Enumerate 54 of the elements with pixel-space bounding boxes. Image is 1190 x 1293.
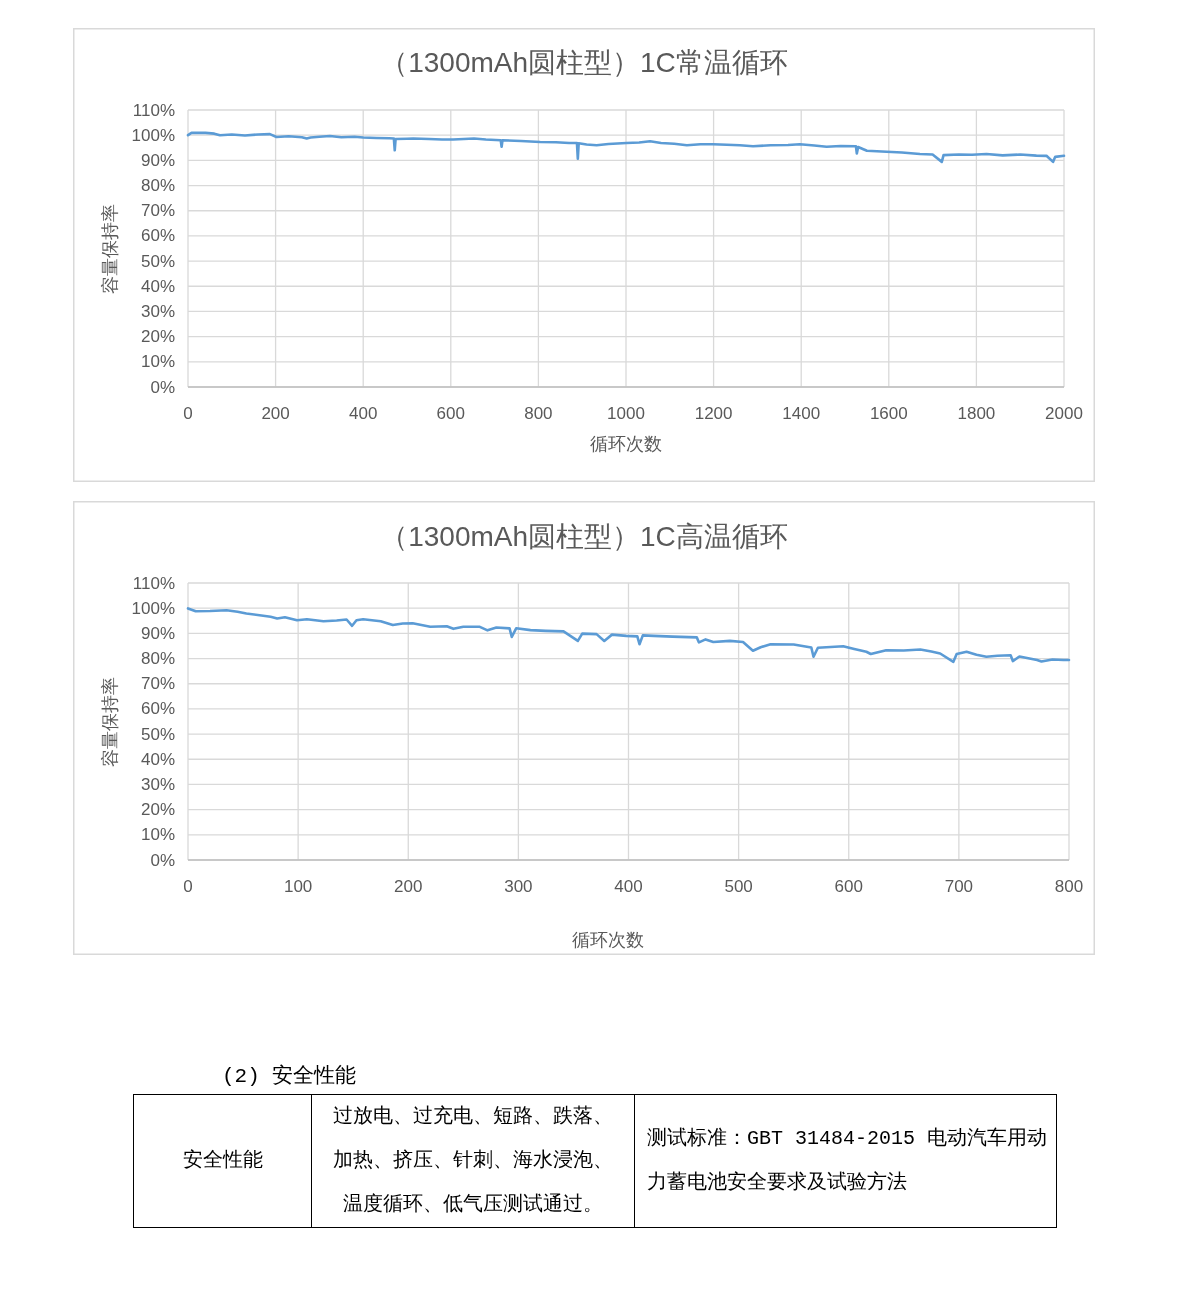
chart-title: （1300mAh圆柱型）1C高温循环 bbox=[380, 520, 788, 552]
x-tick-label: 800 bbox=[1054, 876, 1084, 896]
text: 过放电、过充电、短路、跌落、加热、挤压、针刺、海水浸泡、温度循环、低气压测试通过。 bbox=[332, 1104, 614, 1218]
y-tick-label: 80% bbox=[140, 176, 175, 196]
x-tick-label: 300 bbox=[504, 876, 533, 896]
text: (2) 安全性能 bbox=[222, 1063, 357, 1090]
chart-title: （1300mAh圆柱型）1C常温循环 bbox=[380, 46, 788, 78]
y-tick-label: 70% bbox=[140, 674, 175, 694]
x-tick-label: 1200 bbox=[694, 403, 733, 423]
y-tick-label: 70% bbox=[140, 201, 175, 221]
y-tick-label: 10% bbox=[140, 352, 175, 372]
x-tick-label: 100 bbox=[283, 876, 313, 896]
y-tick-label: 30% bbox=[140, 774, 175, 794]
y-tick-label: 10% bbox=[140, 825, 175, 845]
y-tick-label: 90% bbox=[140, 623, 175, 643]
y-axis-title: 容量保持率 bbox=[100, 676, 120, 767]
x-tick-label: 1000 bbox=[607, 403, 645, 423]
y-tick-label: 20% bbox=[140, 327, 175, 347]
x-tick-label: 1400 bbox=[782, 403, 821, 423]
y-tick-label: 20% bbox=[140, 800, 175, 820]
y-tick-label: 40% bbox=[140, 749, 175, 769]
x-tick-label: 700 bbox=[944, 876, 974, 896]
y-tick-label: 50% bbox=[140, 251, 175, 271]
x-tick-label: 1800 bbox=[957, 403, 996, 423]
y-tick-label: 0% bbox=[150, 850, 175, 870]
y-tick-label: 90% bbox=[140, 150, 175, 170]
y-axis-title: 容量保持率 bbox=[100, 203, 120, 294]
y-tick-label: 40% bbox=[140, 276, 175, 296]
x-tick-label: 2000 bbox=[1045, 403, 1083, 423]
x-axis-title: 循环次数 bbox=[590, 434, 662, 454]
x-tick-label: 800 bbox=[524, 403, 553, 423]
x-tick-label: 200 bbox=[261, 403, 290, 423]
y-tick-label: 50% bbox=[140, 724, 175, 744]
text: 测试标准：GBT 31484-2015 电动汽车用动力蓄电池安全要求及试验方法 bbox=[647, 1126, 1049, 1196]
y-tick-label: 100% bbox=[131, 125, 175, 145]
x-axis-title: 循环次数 bbox=[572, 930, 644, 950]
y-tick-label: 60% bbox=[140, 699, 175, 719]
y-tick-label: 80% bbox=[140, 649, 175, 669]
y-tick-label: 100% bbox=[131, 598, 175, 618]
y-tick-label: 0% bbox=[150, 377, 175, 397]
x-tick-label: 1600 bbox=[869, 403, 908, 423]
x-tick-label: 600 bbox=[436, 403, 465, 423]
y-tick-label: 30% bbox=[140, 301, 175, 321]
x-tick-label: 600 bbox=[834, 876, 863, 896]
y-tick-label: 110% bbox=[132, 100, 175, 120]
text: 安全性能 bbox=[181, 1148, 264, 1174]
x-tick-label: 0 bbox=[183, 876, 193, 896]
x-tick-label: 400 bbox=[349, 403, 378, 423]
y-tick-label: 110% bbox=[132, 573, 175, 593]
x-tick-label: 0 bbox=[183, 403, 193, 423]
x-tick-label: 400 bbox=[614, 876, 643, 896]
x-tick-label: 500 bbox=[724, 876, 753, 896]
x-tick-label: 200 bbox=[394, 876, 423, 896]
y-tick-label: 60% bbox=[140, 226, 175, 246]
